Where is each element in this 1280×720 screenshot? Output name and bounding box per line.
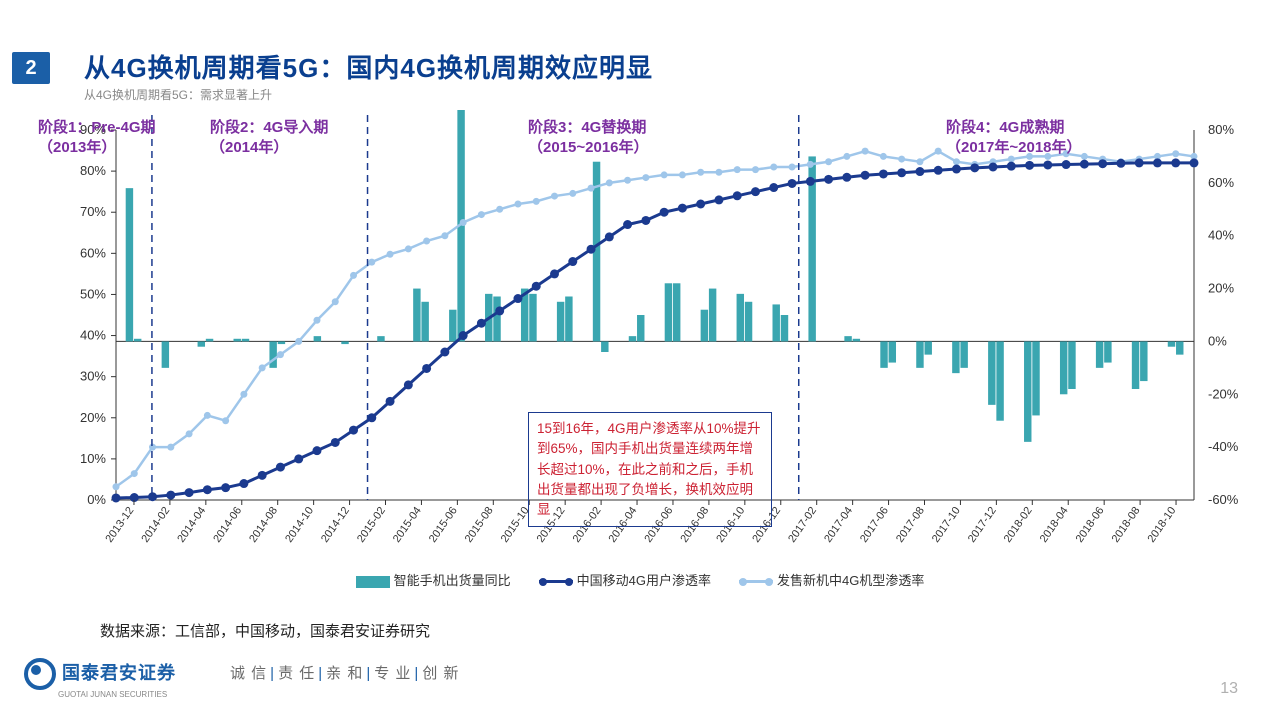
company-logo: 国泰君安证券 GUOTAI JUNAN SECURITIES <box>24 658 176 699</box>
slide-title: 从4G换机周期看5G：国内4G换机周期效应明显 <box>84 48 653 85</box>
svg-text:2015-04: 2015-04 <box>391 505 424 545</box>
svg-text:30%: 30% <box>80 369 106 384</box>
svg-text:2017-04: 2017-04 <box>822 505 855 545</box>
svg-text:0%: 0% <box>1208 333 1227 348</box>
svg-text:-20%: -20% <box>1208 386 1239 401</box>
phase-label: 阶段2：4G导入期（2014年） <box>210 118 328 159</box>
svg-text:2015-06: 2015-06 <box>427 505 460 545</box>
svg-text:2017-02: 2017-02 <box>786 505 819 545</box>
phase-label: 阶段1：Pre-4G期（2013年） <box>38 118 156 159</box>
svg-text:2015-02: 2015-02 <box>355 505 388 545</box>
svg-text:2018-02: 2018-02 <box>1002 505 1035 545</box>
svg-text:20%: 20% <box>80 410 106 425</box>
svg-text:2014-02: 2014-02 <box>139 505 172 545</box>
page-number: 13 <box>1220 680 1238 698</box>
phase-label: 阶段4：4G成熟期（2017年~2018年） <box>946 118 1082 159</box>
svg-text:2018-04: 2018-04 <box>1038 505 1071 545</box>
svg-text:40%: 40% <box>80 328 106 343</box>
svg-text:80%: 80% <box>80 163 106 178</box>
slide-subtitle: 从4G换机周期看5G：需求显著上升 <box>84 86 272 103</box>
svg-text:2018-10: 2018-10 <box>1146 505 1179 545</box>
legend-item: .lg-line[style*='#1b3a8f']::before,.lg-l… <box>539 570 711 589</box>
data-source: 数据来源：工信部，中国移动，国泰君安证券研究 <box>100 620 430 641</box>
logo-mark-icon <box>24 658 56 690</box>
combo-chart: 0%10%20%30%40%50%60%70%80%90%-60%-40%-20… <box>20 110 1260 610</box>
svg-text:2014-12: 2014-12 <box>319 505 352 545</box>
svg-text:2015-10: 2015-10 <box>499 505 532 545</box>
svg-text:2015-08: 2015-08 <box>463 505 496 545</box>
svg-text:70%: 70% <box>80 204 106 219</box>
logo-subtext: GUOTAI JUNAN SECURITIES <box>58 690 176 699</box>
svg-text:40%: 40% <box>1208 228 1234 243</box>
svg-text:2017-12: 2017-12 <box>966 505 999 545</box>
annotation-box: 15到16年，4G用户渗透率从10%提升到65%，国内手机出货量连续两年增长超过… <box>528 412 772 527</box>
svg-text:-40%: -40% <box>1208 439 1239 454</box>
svg-text:2017-10: 2017-10 <box>930 505 963 545</box>
svg-text:2013-12: 2013-12 <box>103 505 136 545</box>
company-motto: 诚 信|责 任|亲 和|专 业|创 新 <box>230 662 459 683</box>
chart-legend: 智能手机出货量同比 .lg-line[style*='#1b3a8f']::bef… <box>20 570 1260 589</box>
phase-label: 阶段3：4G替换期（2015~2016年） <box>528 118 649 159</box>
svg-text:2017-06: 2017-06 <box>858 505 891 545</box>
svg-text:60%: 60% <box>1208 175 1234 190</box>
svg-text:2014-08: 2014-08 <box>247 505 280 545</box>
svg-text:80%: 80% <box>1208 122 1234 137</box>
svg-text:2017-08: 2017-08 <box>894 505 927 545</box>
slide: 2 从4G换机周期看5G：国内4G换机周期效应明显 从4G换机周期看5G：需求显… <box>0 0 1280 720</box>
legend-item: 智能手机出货量同比 <box>356 570 511 589</box>
svg-text:10%: 10% <box>80 451 106 466</box>
svg-text:50%: 50% <box>80 286 106 301</box>
svg-text:2014-04: 2014-04 <box>175 505 208 545</box>
svg-text:2014-06: 2014-06 <box>211 505 244 545</box>
svg-text:-60%: -60% <box>1208 492 1239 507</box>
chart-container: 0%10%20%30%40%50%60%70%80%90%-60%-40%-20… <box>20 110 1260 600</box>
section-number-badge: 2 <box>12 52 50 84</box>
svg-text:2018-06: 2018-06 <box>1074 505 1107 545</box>
svg-text:2018-08: 2018-08 <box>1110 505 1143 545</box>
svg-text:60%: 60% <box>80 245 106 260</box>
logo-text: 国泰君安证券 <box>62 663 176 683</box>
legend-item: .lg-line[style*='#9fc6ea']::before,.lg-l… <box>739 570 924 589</box>
svg-text:20%: 20% <box>1208 281 1234 296</box>
svg-text:2014-10: 2014-10 <box>283 505 316 545</box>
svg-text:0%: 0% <box>87 492 106 507</box>
